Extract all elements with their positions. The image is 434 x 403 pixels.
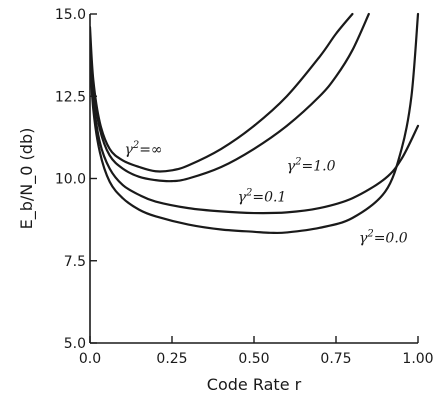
ticks: 0.0 0.25 0.50 0.75 1.00 5.0 7.5 10.0 12.5 15.0 (55, 7, 434, 367)
curve-label-3: γ2=0.0 (359, 229, 408, 247)
x-tick-label: 0.0 (79, 351, 101, 367)
x-tick-label: 1.00 (402, 351, 433, 367)
x-axis-title: Code Rate r (207, 375, 302, 394)
y-tick-label: 5.0 (64, 336, 86, 352)
curve-label-1: γ2=1.0 (287, 156, 336, 174)
x-tick-label: 0.75 (320, 351, 351, 367)
series-line-1 (90, 12, 370, 183)
y-tick-label: 7.5 (64, 254, 86, 270)
x-tick-label: 0.50 (238, 351, 269, 367)
curve-label-2: γ2=0.1 (238, 188, 287, 206)
y-tick-label: 15.0 (55, 7, 86, 23)
axes (89, 14, 418, 344)
series-line-0 (90, 12, 354, 173)
x-tick-label: 0.25 (156, 351, 187, 367)
curves (90, 12, 420, 235)
y-axis-title: E_b/N_0 (db) (17, 128, 37, 230)
series-line-2 (90, 45, 420, 215)
series-line-3 (90, 12, 420, 235)
curve-labels: γ2=∞ γ2=1.0γ2=0.1 γ2=0.0 (124, 140, 407, 247)
curve-label-0: γ2=∞ (124, 140, 162, 158)
y-tick-label: 12.5 (55, 89, 86, 105)
y-tick-label: 10.0 (55, 172, 86, 188)
